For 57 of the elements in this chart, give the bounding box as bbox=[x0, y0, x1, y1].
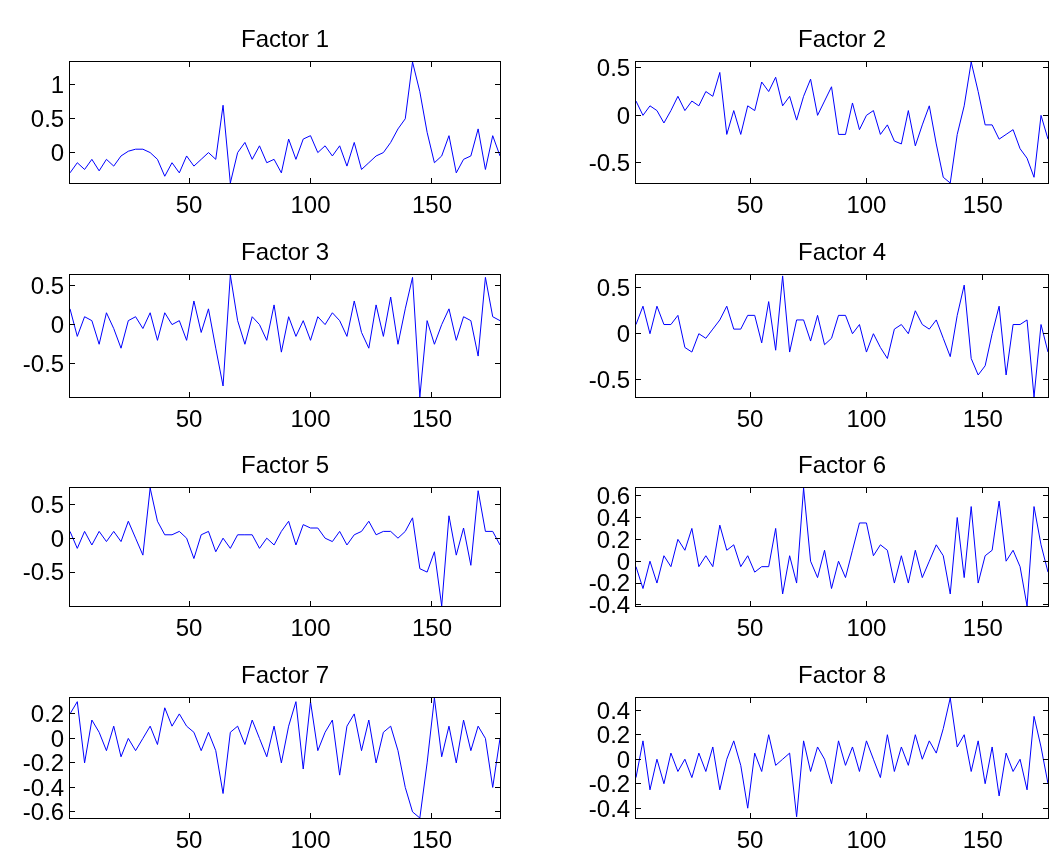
x-tick-label: 50 bbox=[175, 190, 203, 218]
line-series bbox=[636, 62, 1048, 183]
chart-title: Factor 7 bbox=[241, 661, 330, 688]
line-series bbox=[70, 488, 500, 606]
x-tick-label: 150 bbox=[962, 190, 1003, 218]
line-series bbox=[636, 698, 1048, 818]
chart-title: Factor 5 bbox=[241, 451, 330, 478]
x-tick-label: 50 bbox=[736, 613, 764, 641]
x-tick-label: 150 bbox=[411, 404, 452, 432]
y-tick-label: -0.6 bbox=[22, 798, 65, 826]
y-tick-label: 0 bbox=[50, 310, 65, 338]
x-tick-label: 50 bbox=[736, 404, 764, 432]
y-tick-label: 0.5 bbox=[30, 105, 65, 133]
x-tick-label: 100 bbox=[290, 613, 331, 641]
x-tick-label: 150 bbox=[411, 190, 452, 218]
y-tick-label: 0 bbox=[50, 138, 65, 166]
line-series bbox=[70, 62, 500, 183]
chart-title: Factor 2 bbox=[798, 25, 887, 52]
x-tick-label: 100 bbox=[290, 825, 331, 853]
x-tick-label: 100 bbox=[846, 613, 887, 641]
y-tick-label: 0 bbox=[50, 524, 65, 552]
chart-title: Factor 6 bbox=[798, 451, 887, 478]
x-tick-label: 150 bbox=[962, 404, 1003, 432]
line-series bbox=[636, 275, 1048, 397]
x-tick-label: 100 bbox=[290, 190, 331, 218]
x-tick-label: 50 bbox=[175, 404, 203, 432]
x-tick-label: 100 bbox=[846, 404, 887, 432]
chart-title: Factor 3 bbox=[241, 238, 330, 265]
chart-title: Factor 1 bbox=[241, 25, 330, 52]
x-tick-label: 50 bbox=[175, 613, 203, 641]
y-tick-label: -0.5 bbox=[588, 365, 631, 393]
x-tick-label: 50 bbox=[175, 825, 203, 853]
x-tick-label: 150 bbox=[411, 825, 452, 853]
line-series bbox=[70, 275, 500, 397]
y-tick-label: -0.5 bbox=[22, 350, 65, 378]
x-tick-label: 150 bbox=[962, 825, 1003, 853]
y-tick-label: 0.5 bbox=[30, 271, 65, 299]
x-tick-label: 100 bbox=[846, 825, 887, 853]
y-tick-label: 0.5 bbox=[596, 54, 631, 82]
y-tick-label: -0.5 bbox=[588, 149, 631, 177]
line-series bbox=[70, 698, 500, 818]
x-tick-label: 100 bbox=[846, 190, 887, 218]
x-tick-label: 100 bbox=[290, 404, 331, 432]
y-tick-label: 0 bbox=[616, 320, 631, 348]
y-tick-label: 0.4 bbox=[596, 696, 631, 724]
x-tick-label: 150 bbox=[411, 613, 452, 641]
x-tick-label: 50 bbox=[736, 190, 764, 218]
y-tick-label: 0 bbox=[616, 101, 631, 129]
x-tick-label: 50 bbox=[736, 825, 764, 853]
x-tick-label: 150 bbox=[962, 613, 1003, 641]
y-tick-label: 0.5 bbox=[30, 490, 65, 518]
y-tick-label: -0.5 bbox=[22, 558, 65, 586]
y-tick-label: 0.5 bbox=[596, 274, 631, 302]
y-tick-label: 1 bbox=[50, 71, 65, 99]
chart-title: Factor 8 bbox=[798, 661, 887, 688]
line-series bbox=[636, 488, 1048, 606]
chart-title: Factor 4 bbox=[798, 238, 887, 265]
